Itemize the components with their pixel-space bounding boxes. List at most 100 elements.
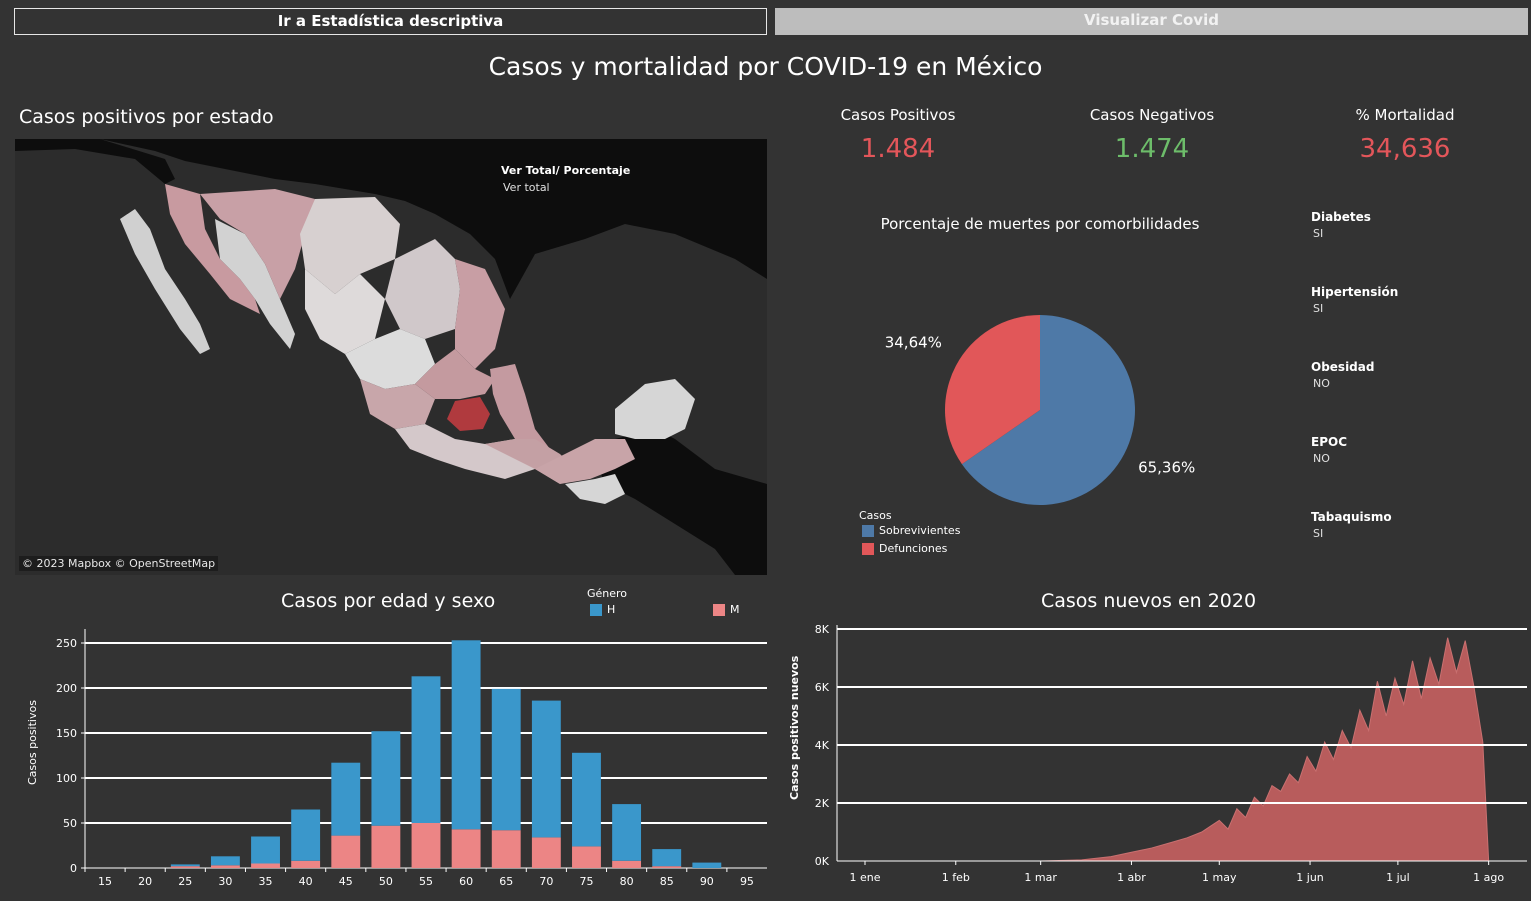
area-x-tick-label: 1 may — [1202, 871, 1237, 884]
pie-slice-sobrevivientes[interactable] — [961, 315, 1135, 505]
pie-data-label: 65,36% — [1138, 459, 1195, 477]
legend-swatch — [862, 542, 874, 555]
map-canvas[interactable] — [15, 139, 767, 575]
bar-x-tick-label: 60 — [459, 875, 473, 888]
bar-segment-h[interactable] — [371, 731, 401, 826]
map-region[interactable] — [385, 239, 460, 339]
filter-value-epoc[interactable]: NO — [1313, 452, 1330, 465]
bar-y-tick-label: 0 — [70, 862, 77, 875]
map-title: Casos positivos por estado — [19, 106, 274, 128]
map-toggle-label: Ver Total/ Porcentaje — [501, 164, 631, 177]
map-region[interactable] — [535, 439, 635, 484]
bar-segment-m[interactable] — [531, 837, 561, 868]
bar-chart[interactable]: 0 50 100 150 200 250 15 20 25 30 35 40 45 50 55 60 65 70 7… — [15, 620, 770, 895]
pie-chart[interactable]: 65,36% 34,64% — [880, 300, 1200, 520]
bar-segment-h[interactable] — [612, 804, 642, 861]
map-region[interactable] — [565, 474, 625, 504]
bar-x-tick-label: 75 — [579, 875, 593, 888]
pie-legend-item-survivors[interactable]: Sobrevivientes — [862, 524, 960, 537]
area-series-casos[interactable] — [1040, 637, 1490, 862]
legend-swatch — [862, 524, 874, 537]
map-region[interactable] — [200, 189, 315, 299]
bar-segment-m[interactable] — [331, 835, 361, 868]
filter-value-tabaquismo[interactable]: SI — [1313, 527, 1324, 540]
bar-segment-h[interactable] — [451, 640, 481, 830]
map-region[interactable] — [215, 219, 295, 349]
bar-segment-h[interactable] — [291, 809, 321, 861]
bar-segment-m[interactable] — [652, 866, 682, 868]
bar-legend-title: Género — [587, 587, 628, 600]
pie-legend-item-deaths[interactable]: Defunciones — [862, 542, 947, 555]
map-region[interactable] — [165, 184, 260, 314]
bar-segment-h[interactable] — [331, 762, 361, 836]
bar-segment-m[interactable] — [170, 866, 200, 868]
map-region[interactable] — [305, 269, 385, 354]
bar-segment-h[interactable] — [210, 856, 240, 866]
legend-label: Defunciones — [879, 542, 948, 555]
bar-segment-m[interactable] — [291, 860, 321, 868]
kpi-mortality-value: 34,636 — [1359, 134, 1451, 164]
area-chart[interactable]: 0K 2K 4K 6K 8K 1 ene 1 feb 1 mar 1 abr 1 may 1 jun… — [785, 615, 1530, 895]
bar-x-tick-label: 65 — [499, 875, 513, 888]
bar-segment-h[interactable] — [491, 688, 521, 831]
area-x-tick-label: 1 abr — [1117, 871, 1146, 884]
map-region[interactable] — [300, 197, 400, 294]
map-region-highlight[interactable] — [447, 397, 490, 431]
legend-label: H — [607, 603, 616, 616]
bar-segment-h[interactable] — [251, 836, 280, 864]
bar-y-tick-label: 100 — [56, 772, 77, 785]
bar-segment-h[interactable] — [170, 864, 200, 867]
map-toggle-value[interactable]: Ver total — [503, 181, 550, 194]
bar-segment-h[interactable] — [411, 676, 441, 823]
bar-segment-m[interactable] — [612, 860, 642, 868]
bar-segment-m[interactable] — [451, 829, 481, 868]
nav-button-covid[interactable]: Visualizar Covid — [775, 8, 1528, 35]
legend-label: M — [730, 603, 740, 616]
bar-segment-m[interactable] — [491, 830, 521, 868]
pacific-landmass — [15, 139, 175, 184]
bar-chart-title: Casos por edad y sexo — [281, 590, 496, 612]
legend-swatch — [590, 603, 602, 616]
map-region[interactable] — [360, 379, 435, 429]
bar-y-axis-label: Casos positivos — [26, 700, 39, 785]
bar-x-tick-label: 50 — [379, 875, 393, 888]
bar-legend-item-m[interactable]: M — [713, 603, 740, 616]
nav-button-estadistica[interactable]: Ir a Estadística descriptiva — [14, 8, 767, 35]
map-region[interactable] — [455, 259, 505, 369]
bar-legend-item-h[interactable]: H — [590, 603, 615, 616]
bar-segment-m[interactable] — [572, 846, 601, 868]
pie-data-label: 34,64% — [885, 333, 942, 351]
pie-slice-defunciones[interactable] — [945, 315, 1040, 465]
filter-value-hipertension[interactable]: SI — [1313, 302, 1324, 315]
bar-segment-m[interactable] — [251, 863, 280, 869]
bar-segment-h[interactable] — [692, 862, 722, 868]
filter-label-obesidad: Obesidad — [1311, 360, 1375, 374]
bar-segment-m[interactable] — [411, 823, 441, 868]
bar-segment-m[interactable] — [210, 865, 240, 868]
area-x-tick-label: 1 ago — [1473, 871, 1504, 884]
bar-segment-h[interactable] — [652, 849, 682, 867]
bar-x-tick-label: 85 — [660, 875, 674, 888]
map-region[interactable] — [490, 364, 550, 454]
map-region[interactable] — [395, 424, 535, 479]
map-region[interactable] — [615, 379, 695, 439]
bar-segment-h[interactable] — [531, 700, 561, 838]
filter-value-diabetes[interactable]: SI — [1313, 227, 1324, 240]
bar-x-tick-label: 25 — [178, 875, 192, 888]
kpi-mortality-label: % Mortalidad — [1355, 106, 1455, 124]
map-credit: © 2023 Mapbox © OpenStreetMap — [19, 556, 219, 571]
bar-x-tick-label: 40 — [299, 875, 313, 888]
bar-segment-h[interactable] — [572, 752, 601, 847]
map-region[interactable] — [345, 329, 435, 389]
bar-y-tick-label: 250 — [56, 637, 77, 650]
bar-segment-m[interactable] — [371, 825, 401, 868]
area-y-axis-label: Casos positivos nuevos — [788, 655, 801, 800]
bar-x-tick-label: 45 — [339, 875, 353, 888]
filter-value-obesidad[interactable]: NO — [1313, 377, 1330, 390]
filter-label-diabetes: Diabetes — [1311, 210, 1371, 224]
map-region[interactable] — [120, 209, 210, 354]
map-region[interactable] — [415, 349, 495, 399]
filter-label-tabaquismo: Tabaquismo — [1311, 510, 1392, 524]
area-y-tick-label: 2K — [815, 797, 830, 810]
mexico-map[interactable]: Ver Total/ Porcentaje Ver total © 2023 M… — [15, 139, 767, 575]
